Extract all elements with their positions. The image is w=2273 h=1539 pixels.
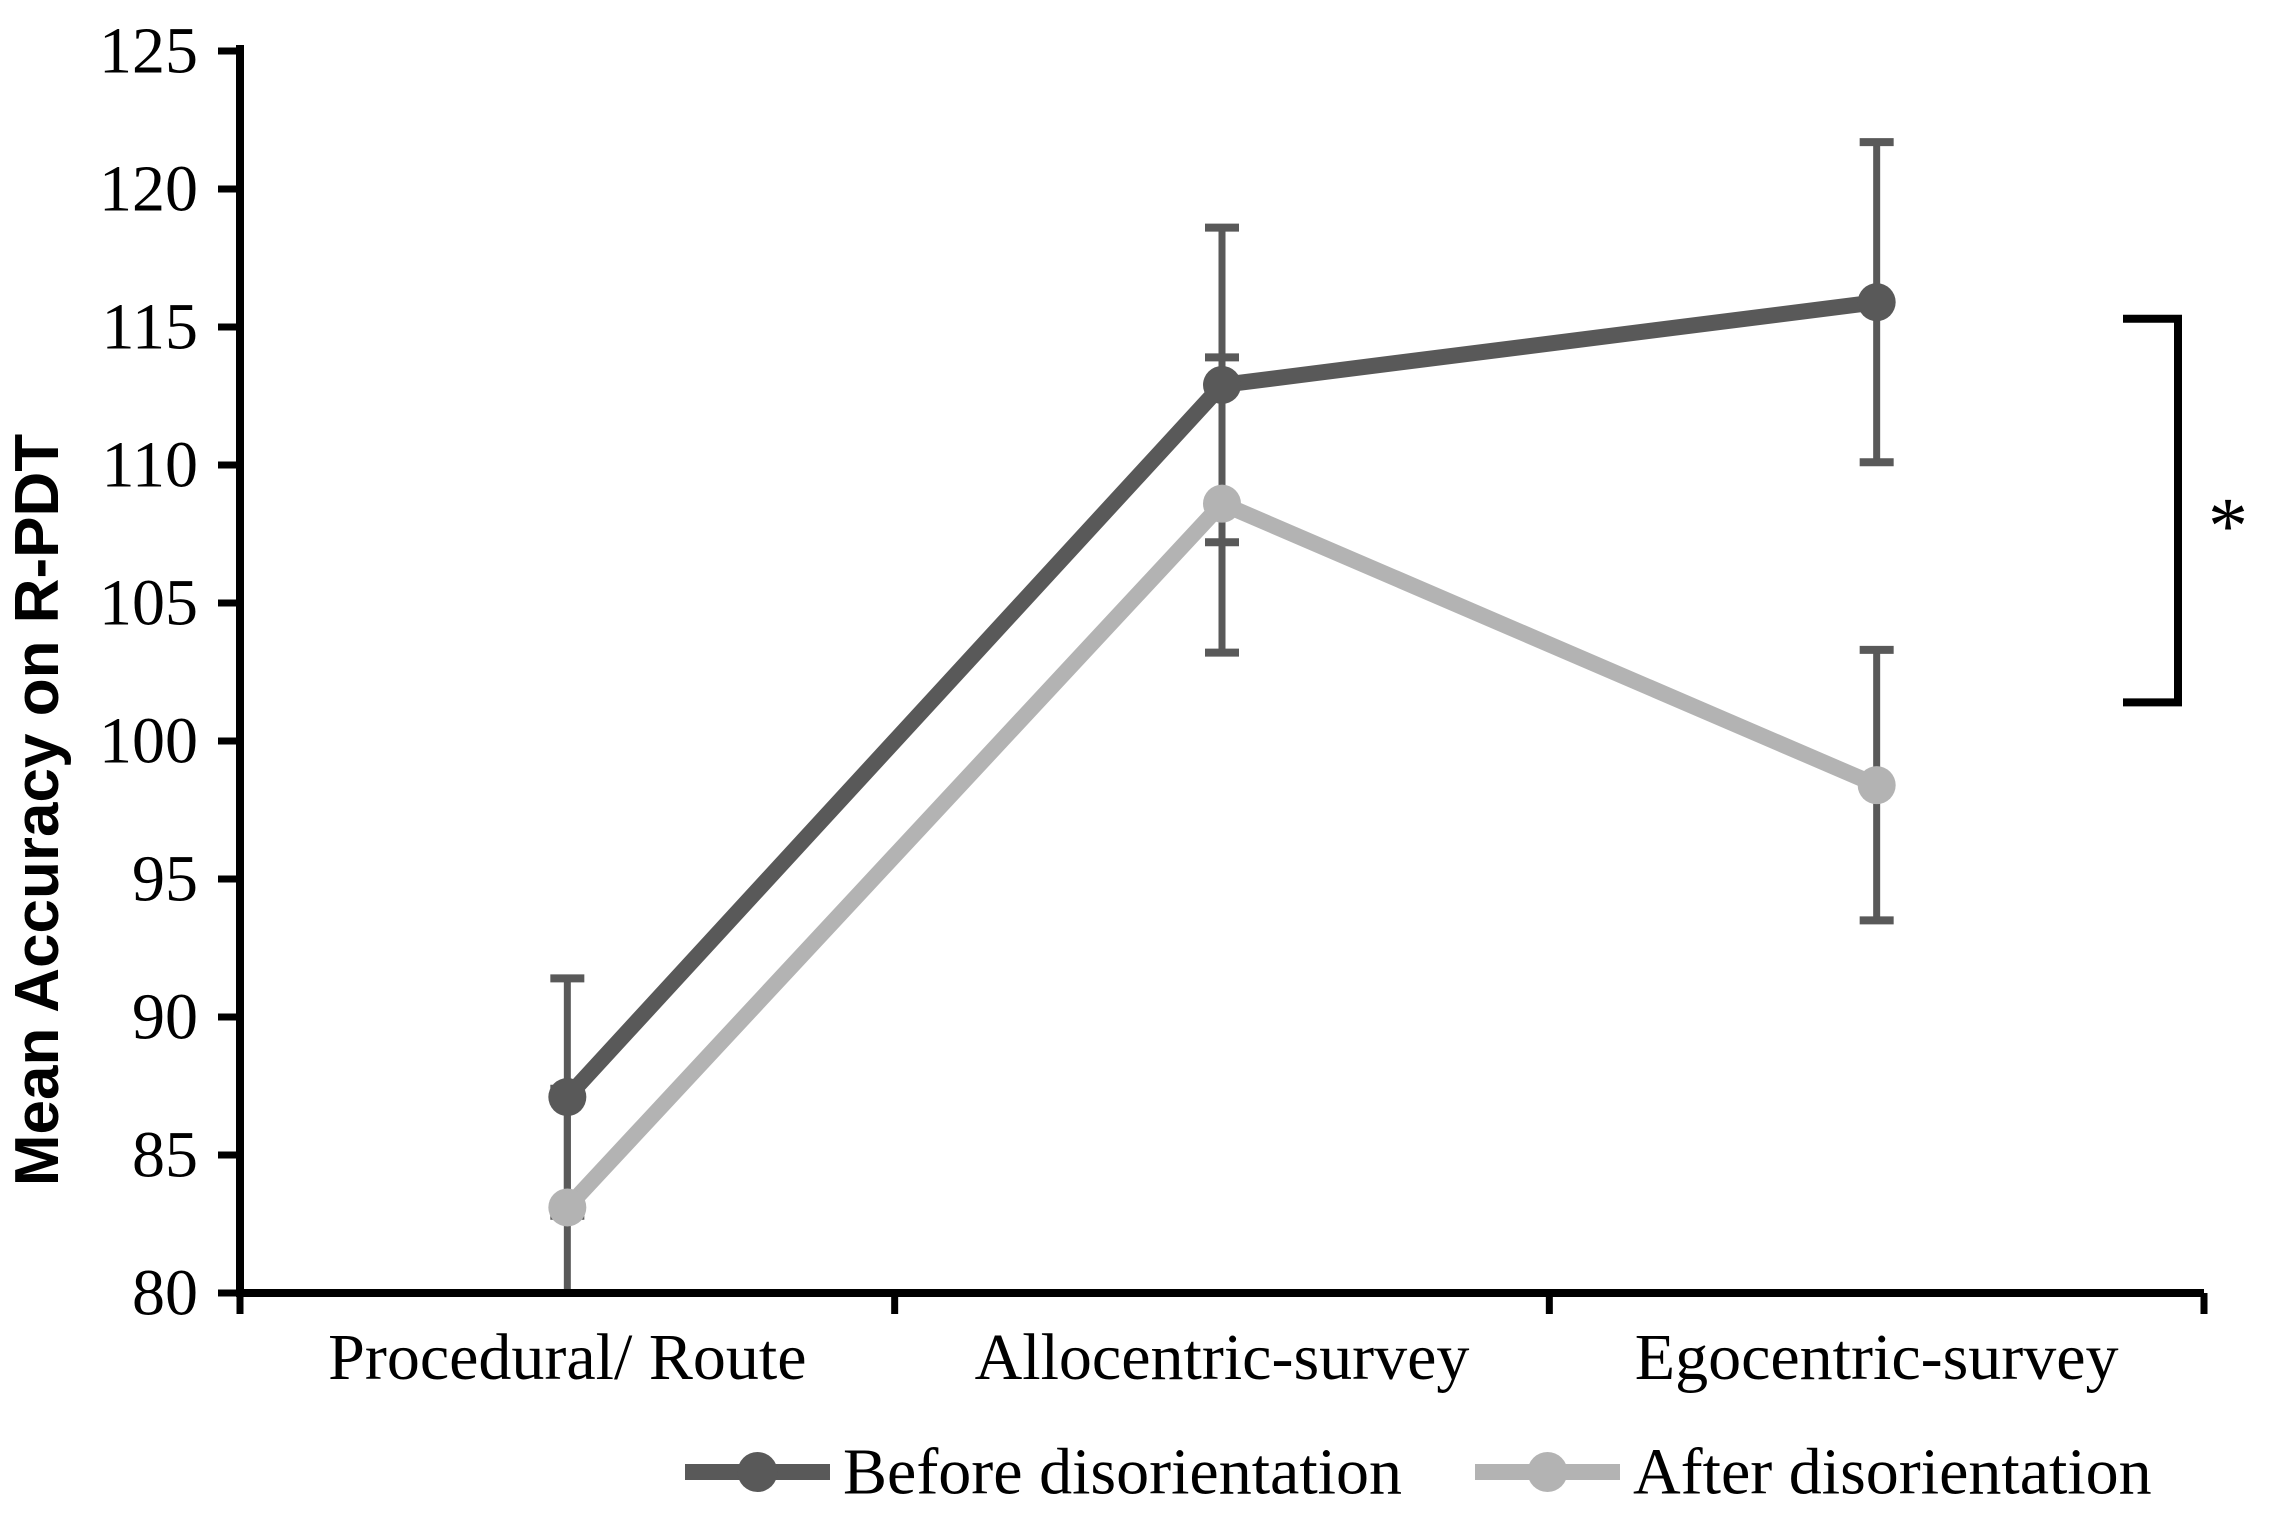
data-point-marker-after: [1203, 484, 1241, 523]
y-tick-label: 110: [101, 429, 198, 502]
significance-asterisk: *: [2208, 483, 2248, 571]
legend: Before disorientation After disorientatio…: [685, 1436, 2152, 1509]
y-tick-label: 105: [99, 567, 198, 640]
y-tick-label: 115: [101, 291, 198, 364]
x-category-label: Allocentric-survey: [975, 1321, 1470, 1394]
legend-label: Before disorientation: [843, 1436, 1402, 1509]
y-tick-label: 120: [99, 153, 198, 226]
significance-bracket: [2123, 314, 2182, 707]
error-bars-before: [550, 138, 1894, 1220]
legend-label: After disorientation: [1633, 1436, 2152, 1509]
legend-item-after: After disorientation: [1475, 1436, 2152, 1509]
data-point-marker-before: [1857, 283, 1896, 322]
y-tick-label: 90: [132, 981, 198, 1054]
y-tick-label: 100: [99, 705, 198, 778]
legend-marker-circle: [1527, 1452, 1568, 1492]
data-point-marker-after: [1857, 766, 1896, 805]
x-category-label: Procedural/ Route: [328, 1321, 806, 1394]
data-point-marker-after: [548, 1188, 587, 1227]
x-category-label: Egocentric-survey: [1635, 1321, 2119, 1394]
legend-item-before: Before disorientation: [685, 1436, 1402, 1509]
y-axis-title: Mean Accuracy on R-PDT: [3, 434, 72, 1186]
y-tick-label: 95: [132, 843, 198, 916]
y-tick-label: 80: [132, 1257, 198, 1330]
data-point-marker-before: [1203, 365, 1241, 404]
y-tick-label: 125: [99, 15, 198, 88]
legend-marker-circle: [737, 1452, 778, 1492]
data-point-marker-before: [548, 1078, 587, 1117]
y-tick-label: 85: [132, 1119, 198, 1192]
